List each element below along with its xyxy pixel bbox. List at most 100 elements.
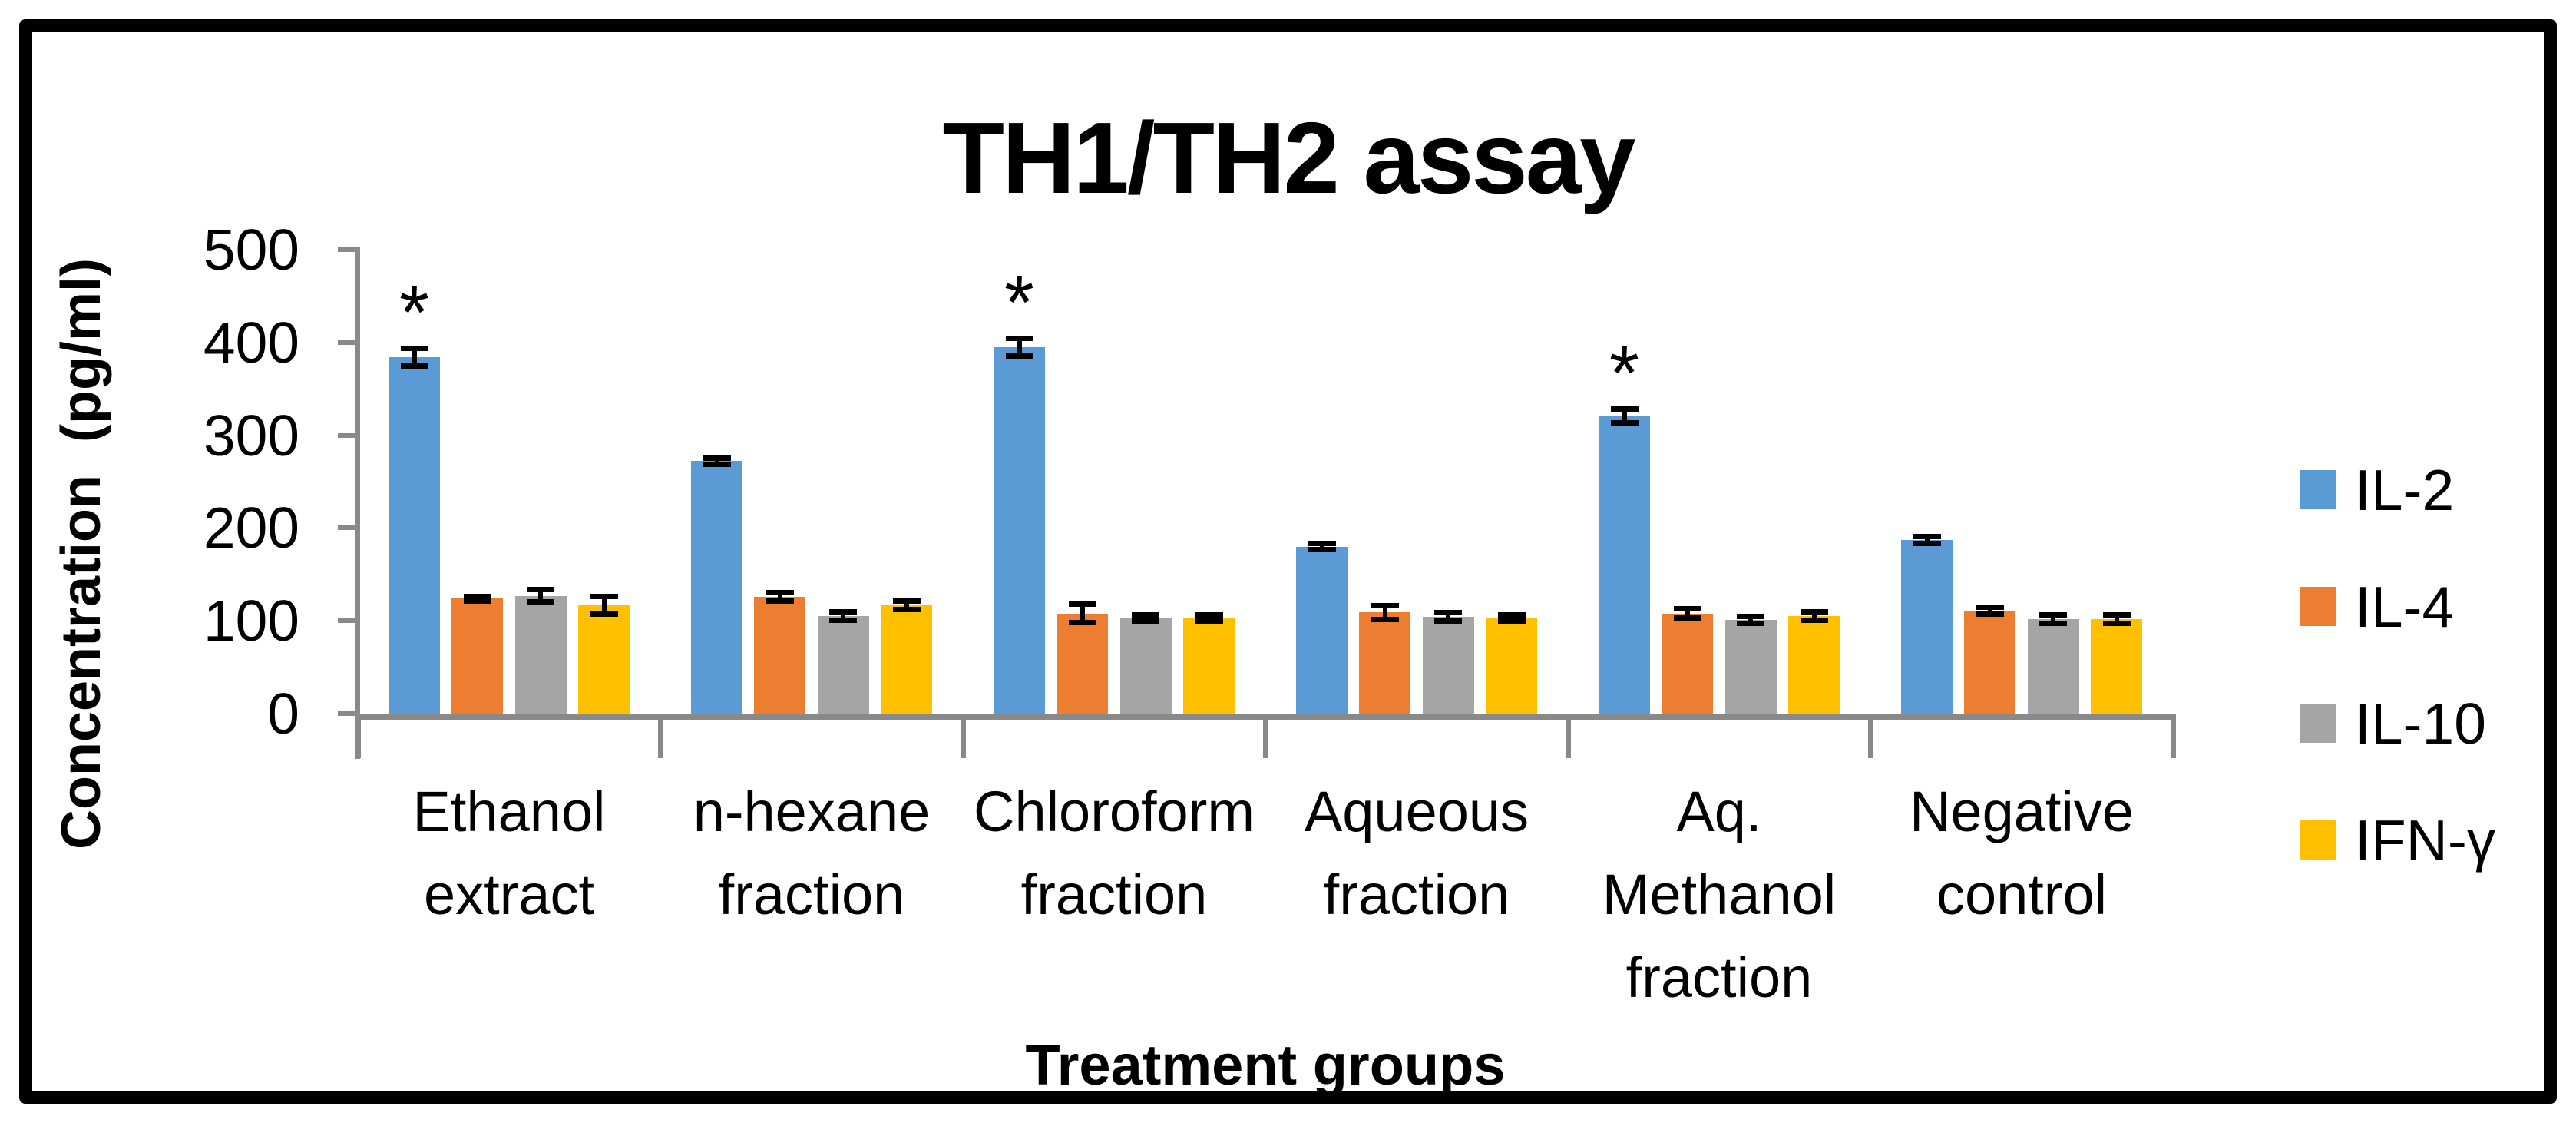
bar-IFN-γ [1183, 618, 1235, 714]
error-bar-cap-top [829, 609, 858, 615]
x-category-label-line: Chloroform [974, 780, 1255, 843]
y-tick-label: 200 [203, 495, 299, 561]
x-category-label-line: n-hexane [693, 780, 931, 843]
error-bar-cap-bottom [590, 611, 618, 617]
x-tick [961, 717, 966, 758]
error-bar-line [714, 457, 719, 465]
error-bar-cap-bottom [1434, 618, 1463, 624]
significance-asterisk: * [1609, 330, 1639, 416]
error-bar-cap-bottom [1132, 618, 1160, 624]
error-bar-cap-top [590, 593, 618, 599]
error-bar-line [601, 595, 607, 615]
x-tick [355, 717, 361, 758]
x-tick [658, 717, 663, 758]
bar-IL-2 [691, 461, 742, 714]
error-bar-cap-bottom [1068, 619, 1096, 625]
legend-swatch-IL-2 [2300, 470, 2336, 509]
x-axis-title: Treatment groups [1025, 1033, 1506, 1097]
error-bar-cap-bottom [1610, 419, 1639, 426]
error-bar-cap-bottom [766, 598, 794, 604]
x-tick [1566, 717, 1571, 758]
legend-label: IL-10 [2355, 691, 2486, 756]
chart-title: TH1/TH2 assay [942, 101, 1635, 214]
error-bar-cap-top [1308, 540, 1336, 546]
legend-swatch-IFN-γ [2300, 820, 2336, 860]
error-bar-cap-top [1005, 335, 1033, 341]
bar-IL-10 [817, 616, 869, 714]
error-bar-cap-top [1610, 406, 1639, 412]
error-bar-cap-top [1434, 610, 1463, 616]
error-bar-cap-bottom [1195, 618, 1223, 624]
bar-IL-4 [1662, 613, 1714, 714]
bar-IFN-γ [578, 605, 630, 714]
bar-IL-2 [1599, 416, 1650, 714]
bar-IL-4 [754, 596, 806, 714]
bar-IFN-γ [1486, 618, 1537, 714]
legend-item: IL-2 [2300, 459, 2454, 521]
y-tick-label: 500 [203, 217, 299, 282]
error-bar-line [1811, 611, 1817, 621]
error-bar-cap-top [2102, 611, 2131, 618]
error-bar-cap-top [1913, 534, 1941, 540]
x-category-label-line: fraction [718, 863, 905, 926]
bar-IL-10 [2027, 618, 2079, 714]
x-tick [1263, 717, 1268, 758]
error-bar-cap-top [1800, 609, 1828, 615]
error-bar-line [777, 591, 782, 601]
bar-IL-2 [389, 357, 440, 714]
error-bar-line [1748, 616, 1754, 624]
bar-IL-2 [1296, 546, 1348, 714]
error-bar-cap-bottom [1737, 620, 1765, 626]
error-bar-line [2114, 614, 2119, 624]
significance-asterisk: * [1004, 259, 1034, 346]
x-category-label: Aqueous fraction [1267, 770, 1566, 936]
legend-item: IFN-γ [2300, 810, 2495, 871]
x-category-label: n-hexane fraction [662, 770, 961, 936]
error-bar-line [1509, 614, 1514, 622]
y-tick [338, 432, 358, 438]
error-bar-line [904, 600, 909, 610]
error-bar-line [1924, 536, 1930, 544]
error-bar-cap-bottom [892, 606, 921, 612]
bar-IL-2 [994, 346, 1045, 714]
x-category-label: Aq. Methanol fraction [1569, 770, 1869, 1019]
error-bar-cap-top [766, 589, 794, 595]
y-axis-line [355, 247, 360, 759]
x-tick [2171, 717, 2176, 758]
plot-area: 0 100 200 300 400 500 * * * Ethanol extract n-hexan… [203, 217, 2176, 1009]
x-category-label: Negative control [1872, 770, 2171, 936]
error-bar-cap-bottom [463, 598, 491, 604]
bar-IL-2 [1901, 540, 1953, 714]
legend-item: IL-10 [2300, 693, 2486, 754]
x-category-label-line: Ethanol [412, 780, 606, 843]
bar-IL-4 [1057, 613, 1109, 714]
bar-IFN-γ [1788, 616, 1840, 714]
error-bar-cap-bottom [400, 363, 428, 369]
x-category-label-line: fraction [1020, 863, 1208, 926]
error-bar-cap-bottom [527, 599, 555, 605]
bar-IL-4 [1964, 610, 2016, 714]
error-bar-cap-top [1673, 606, 1701, 612]
error-bar-cap-bottom [829, 618, 858, 624]
error-bar-line [841, 611, 846, 621]
error-bar-cap-bottom [1308, 547, 1336, 553]
bar-IL-4 [451, 598, 504, 714]
y-tick [338, 618, 358, 624]
error-bar-cap-top [527, 587, 555, 593]
legend-item: IL-4 [2300, 576, 2454, 638]
error-bar-line [412, 348, 417, 367]
y-tick-label: 400 [203, 310, 299, 375]
bar-IL-10 [1119, 618, 1172, 714]
error-bar-cap-bottom [1371, 616, 1399, 622]
error-bar-line [1017, 337, 1022, 356]
y-tick [338, 340, 358, 345]
error-bar-cap-top [400, 346, 428, 352]
legend-label: IL-4 [2355, 574, 2455, 639]
error-bar-cap-bottom [1800, 618, 1828, 624]
x-category-label-line: fraction [1625, 946, 1813, 1009]
legend-swatch-IL-4 [2300, 587, 2336, 626]
x-category-label-line: Aqueous [1304, 780, 1529, 843]
x-category-label-line: extract [423, 863, 595, 926]
bar-IL-10 [514, 595, 567, 714]
